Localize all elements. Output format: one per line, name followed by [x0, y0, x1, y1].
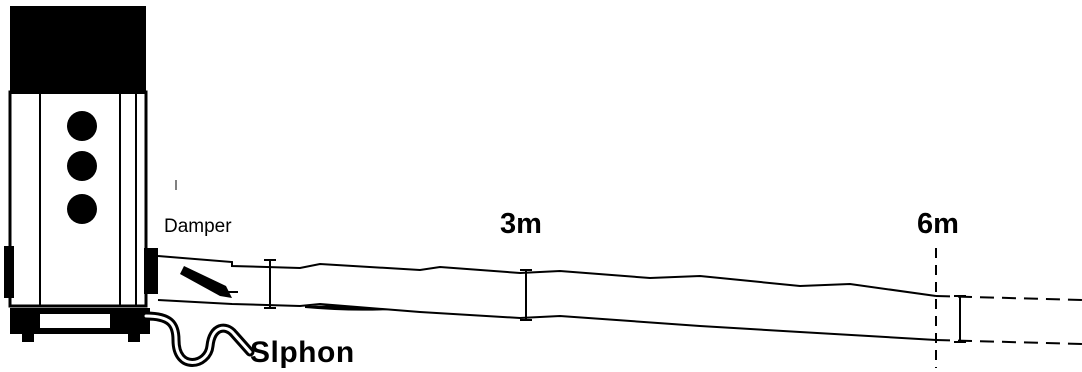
siphon-tube-inner: [144, 314, 252, 364]
pipe-bottom-edge: [157, 299, 937, 341]
pipe-seam-highlight: [305, 305, 390, 311]
flue-pipe: [157, 255, 1082, 345]
siphon-label: Slphon: [250, 336, 355, 369]
damper: [180, 266, 238, 298]
pipe-top-edge: [157, 255, 937, 297]
foot-right: [128, 330, 140, 342]
distance-6m-label: 6m: [917, 208, 959, 240]
appliance-unit: [4, 6, 177, 342]
siphon-tube: [141, 311, 255, 367]
distance-3m-label: 3m: [500, 208, 542, 240]
appliance-body: [8, 90, 148, 308]
indicator-dot-1: [67, 111, 97, 141]
base-cutout: [40, 314, 110, 328]
foot-left: [22, 330, 34, 342]
appliance-left-foot-tab: [4, 246, 14, 298]
indicator-dot-3: [67, 194, 97, 224]
damper-flap: [180, 266, 232, 298]
distance-markers: [264, 248, 966, 368]
flue-collar: [144, 248, 158, 294]
appliance-top-panel: [10, 6, 146, 94]
damper-label: Damper: [164, 216, 232, 237]
siphon: [141, 311, 255, 367]
indicator-dot-2: [67, 151, 97, 181]
